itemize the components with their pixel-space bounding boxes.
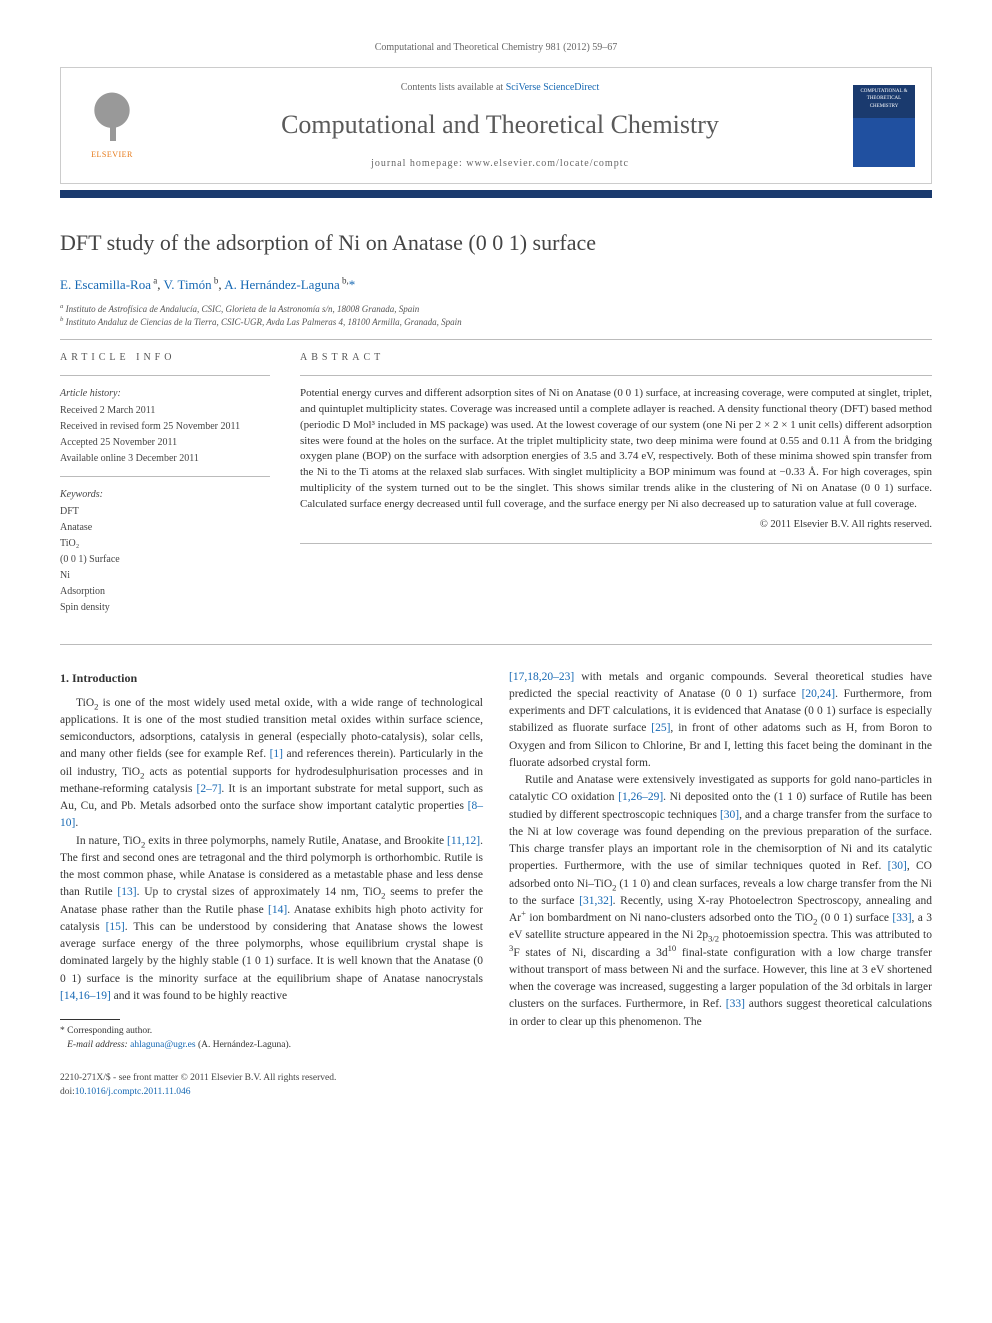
- keyword: Adsorption: [60, 584, 270, 599]
- affil-sup: b,: [340, 276, 349, 286]
- revised-date: Received in revised form 25 November 201…: [60, 419, 270, 434]
- footnote-rule: [60, 1019, 120, 1020]
- citation-link[interactable]: [8–10]: [60, 800, 483, 829]
- author-list: E. Escamilla-Roa a, V. Timón b, A. Herná…: [60, 275, 932, 295]
- citation-link[interactable]: [31,32]: [579, 895, 613, 907]
- citation-link[interactable]: [30]: [720, 809, 739, 821]
- citation-link[interactable]: [17,18,20–23]: [509, 671, 574, 683]
- affil-sup: b: [212, 276, 219, 286]
- affil-sup: a: [151, 276, 157, 286]
- citation-link[interactable]: [33]: [892, 912, 911, 924]
- email-line: E-mail address: ahlaguna@ugr.es (A. Hern…: [60, 1038, 483, 1052]
- keywords-label: Keywords:: [60, 487, 270, 502]
- citation-line: Computational and Theoretical Chemistry …: [60, 40, 932, 55]
- elsevier-tree-icon: [87, 91, 137, 146]
- divider: [60, 476, 270, 477]
- affiliation-a: Instituto de Astrofísica de Andalucía, C…: [66, 304, 420, 314]
- publisher-logo: ELSEVIER: [77, 86, 147, 166]
- accent-bar: [60, 190, 932, 198]
- doi-link[interactable]: 10.1016/j.comptc.2011.11.046: [75, 1087, 191, 1097]
- right-column: [17,18,20–23] with metals and organic co…: [509, 669, 932, 1053]
- section-heading: 1. Introduction: [60, 669, 483, 687]
- citation-link[interactable]: [1]: [270, 748, 283, 760]
- body-paragraph: TiO2 is one of the most widely used meta…: [60, 695, 483, 833]
- journal-title: Computational and Theoretical Chemistry: [163, 105, 837, 144]
- left-column: 1. Introduction TiO2 is one of the most …: [60, 669, 483, 1053]
- keyword: (0 0 1) Surface: [60, 552, 270, 567]
- abstract-heading: ABSTRACT: [300, 350, 932, 365]
- abstract-block: ABSTRACT Potential energy curves and dif…: [300, 350, 932, 616]
- body-paragraph: [17,18,20–23] with metals and organic co…: [509, 669, 932, 773]
- keyword: Ni: [60, 568, 270, 583]
- citation-link[interactable]: [25]: [651, 722, 670, 734]
- keyword: DFT: [60, 504, 270, 519]
- contents-prefix: Contents lists available at: [401, 82, 506, 93]
- body-paragraph: In nature, TiO2 exits in three polymorph…: [60, 833, 483, 1006]
- affiliation-b: Instituto Andaluz de Ciencias de la Tier…: [66, 317, 462, 327]
- issn-copyright-line: 2210-271X/$ - see front matter © 2011 El…: [60, 1071, 932, 1085]
- article-info-block: ARTICLE INFO Article history: Received 2…: [60, 350, 270, 616]
- doi-label: doi:: [60, 1087, 75, 1097]
- publisher-name: ELSEVIER: [91, 149, 133, 161]
- journal-cover-thumbnail: COMPUTATIONAL & THEORETICAL CHEMISTRY: [853, 85, 915, 167]
- history-label: Article history:: [60, 386, 270, 401]
- email-label: E-mail address:: [67, 1040, 128, 1050]
- article-info-heading: ARTICLE INFO: [60, 350, 270, 365]
- accepted-date: Accepted 25 November 2011: [60, 435, 270, 450]
- keyword: Anatase: [60, 520, 270, 535]
- abstract-copyright: © 2011 Elsevier B.V. All rights reserved…: [300, 517, 932, 533]
- divider: [300, 375, 932, 376]
- body-paragraph: Rutile and Anatase were extensively inve…: [509, 772, 932, 1031]
- affiliations: a Instituto de Astrofísica de Andalucía,…: [60, 303, 932, 329]
- corresponding-author-note: * Corresponding author.: [60, 1024, 483, 1038]
- citation-link[interactable]: [20,24]: [802, 688, 836, 700]
- email-author-name: (A. Hernández-Laguna).: [198, 1040, 291, 1050]
- email-link[interactable]: ahlaguna@ugr.es: [130, 1040, 195, 1050]
- divider: [300, 543, 932, 544]
- article-title: DFT study of the adsorption of Ni on Ana…: [60, 226, 932, 259]
- received-date: Received 2 March 2011: [60, 403, 270, 418]
- citation-link[interactable]: [11,12]: [447, 835, 480, 847]
- page-footer: 2210-271X/$ - see front matter © 2011 El…: [60, 1071, 932, 1100]
- citation-link[interactable]: [33]: [726, 998, 745, 1010]
- contents-lists-line: Contents lists available at SciVerse Sci…: [163, 80, 837, 95]
- author-link[interactable]: A. Hernández-Laguna: [224, 277, 340, 292]
- author-link[interactable]: E. Escamilla-Roa: [60, 277, 151, 292]
- keyword: TiO₂: [60, 536, 270, 551]
- abstract-text: Potential energy curves and different ad…: [300, 386, 932, 514]
- sciencedirect-link[interactable]: SciVerse ScienceDirect: [506, 82, 600, 93]
- divider: [60, 339, 932, 340]
- citation-link[interactable]: [15]: [106, 921, 125, 933]
- homepage-url[interactable]: www.elsevier.com/locate/comptc: [466, 158, 629, 169]
- citation-link[interactable]: [13]: [117, 886, 136, 898]
- keyword: Spin density: [60, 600, 270, 615]
- body-columns: 1. Introduction TiO2 is one of the most …: [60, 669, 932, 1053]
- citation-link[interactable]: [2–7]: [196, 783, 221, 795]
- journal-homepage: journal homepage: www.elsevier.com/locat…: [163, 156, 837, 171]
- corresponding-author-link[interactable]: *: [349, 277, 356, 292]
- divider: [60, 644, 932, 645]
- citation-link[interactable]: [14]: [268, 904, 287, 916]
- citation-link[interactable]: [14,16–19]: [60, 990, 111, 1002]
- journal-header: ELSEVIER Contents lists available at Sci…: [60, 67, 932, 184]
- citation-link[interactable]: [1,26–29]: [618, 791, 663, 803]
- citation-link[interactable]: [30]: [888, 860, 907, 872]
- divider: [60, 375, 270, 376]
- online-date: Available online 3 December 2011: [60, 451, 270, 466]
- homepage-label: journal homepage:: [371, 158, 466, 169]
- author-link[interactable]: V. Timón: [163, 277, 211, 292]
